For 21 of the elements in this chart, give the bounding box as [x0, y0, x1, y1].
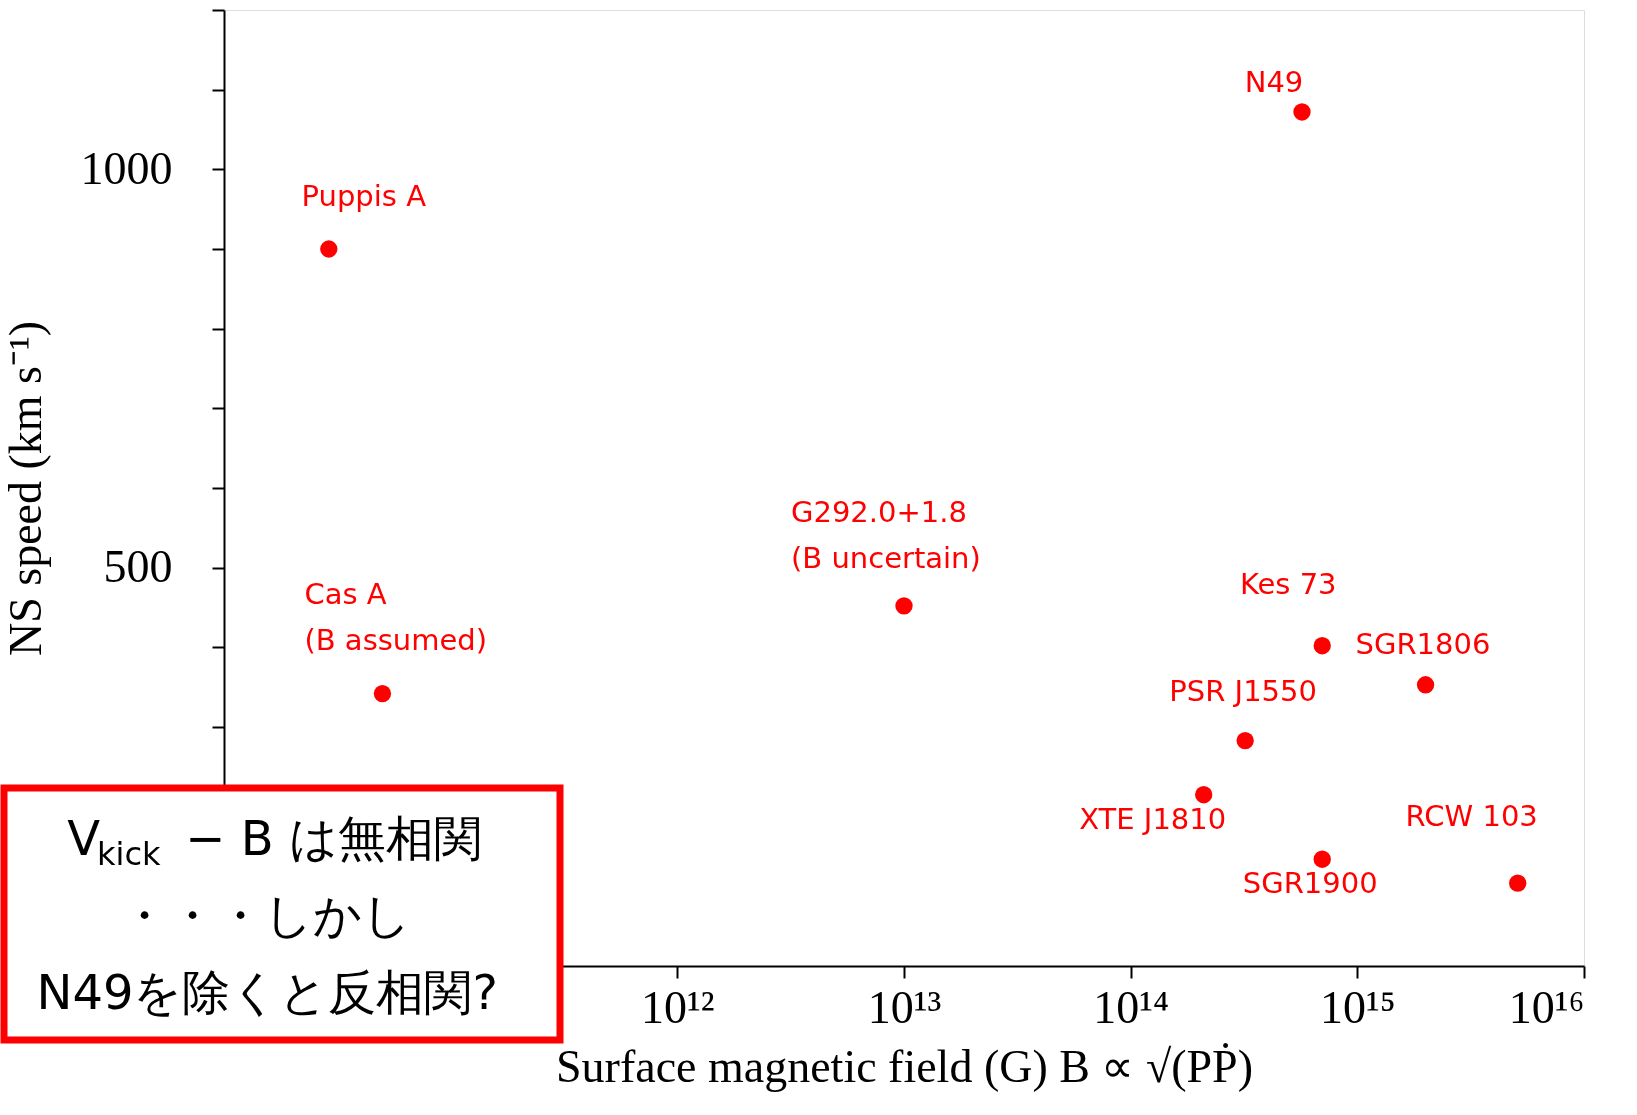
- annotation: SGR1806: [1355, 626, 1491, 661]
- x-tick-label: 10¹⁵: [1319, 981, 1396, 1033]
- x-tick-label: 10¹⁴: [1093, 981, 1170, 1033]
- annotation: XTE J1810: [1079, 801, 1227, 836]
- annotation: ・・・しかし: [120, 887, 411, 943]
- y-tick-label: 500: [103, 541, 173, 593]
- annotation: Cas A (B assumed): [304, 576, 488, 657]
- annotation: G292.0+1.8 (B uncertain): [791, 494, 981, 575]
- x-tick-label: 10¹²: [641, 981, 715, 1033]
- annotation: PSR J1550: [1169, 673, 1317, 708]
- annotation: N49: [1244, 64, 1304, 99]
- x-tick-label: 10¹⁶: [1508, 981, 1585, 1033]
- y-axis-title: NS speed (km s⁻¹): [0, 320, 51, 657]
- annotation: Kes 73: [1239, 566, 1337, 601]
- annotation: RCW 103: [1405, 799, 1538, 834]
- annotation: Puppis A: [301, 179, 427, 213]
- y-tick-label: 1000: [80, 142, 173, 194]
- annotation: N49を除くと反相関?: [36, 964, 498, 1020]
- x-axis-title: Surface magnetic field (G) B ∝ √(PṖ): [556, 1040, 1253, 1092]
- annotation: SGR1900: [1242, 866, 1378, 901]
- x-tick-label: 10¹³: [867, 981, 942, 1033]
